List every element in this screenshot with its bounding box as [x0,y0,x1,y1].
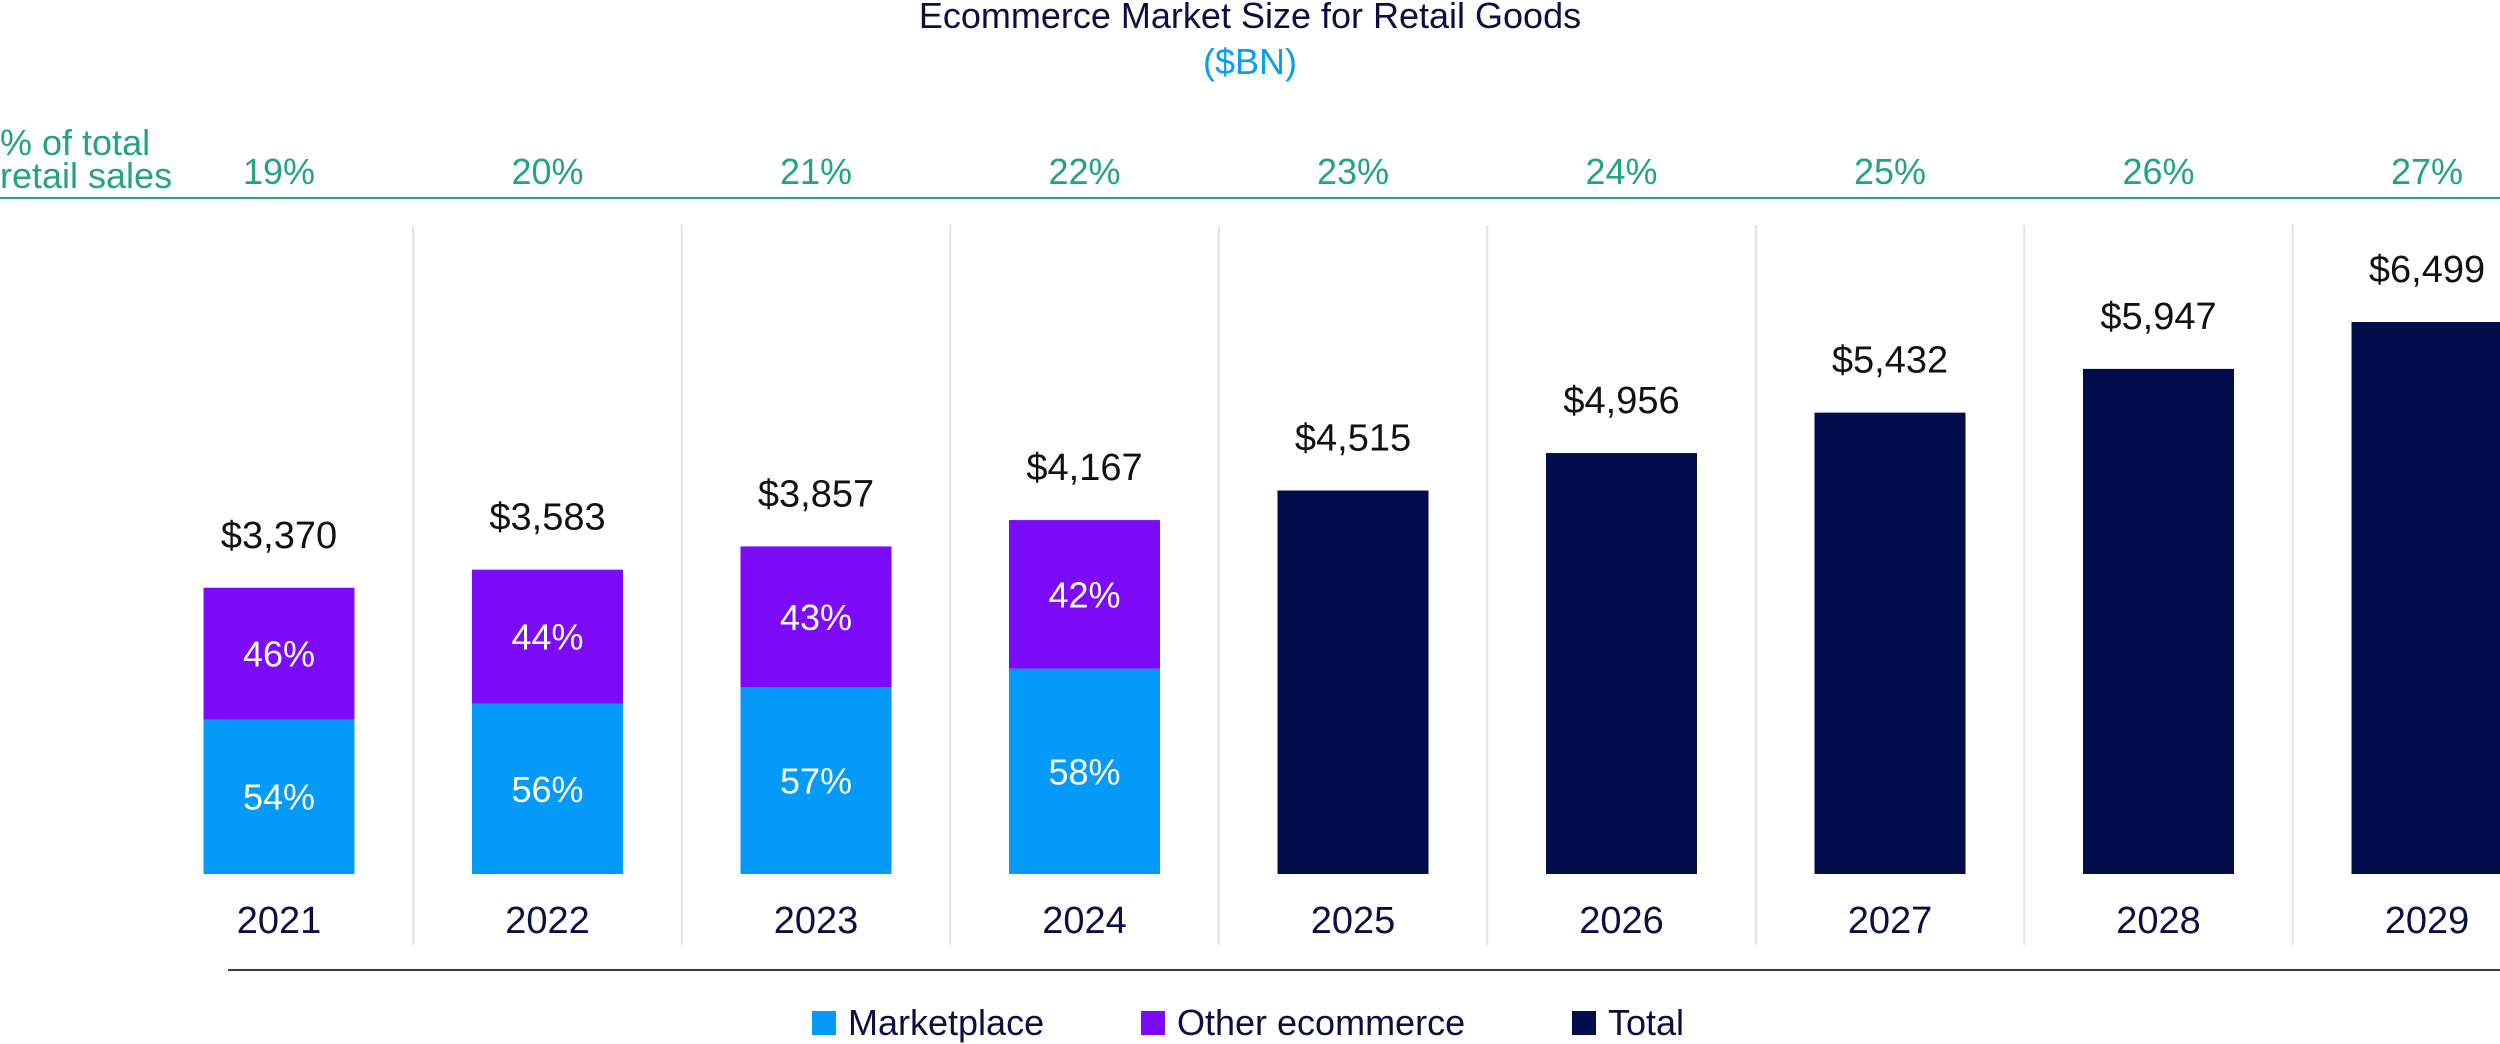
bar-total-value-label: $3,370 [221,515,337,557]
bar-total [1814,412,1966,874]
bar-total-value-label: $3,583 [489,497,605,539]
bar-marketplace [1009,668,1160,874]
chart-subtitle: ($BN) [1203,41,1297,82]
bar-total-value-label: $6,499 [2369,249,2485,291]
other-ecommerce-share-label: 46% [243,634,315,675]
bar-other-ecommerce [472,569,623,704]
legend: Marketplace Other ecommerce Total [0,1002,2500,1043]
pct-total-retail-label: 19% [243,151,315,192]
marketplace-share-label: 54% [243,777,315,818]
bar-total [1546,453,1697,874]
bar-total-value-label: $4,515 [1295,418,1411,460]
ecommerce-market-chart: Ecommerce Market Size for Retail Goods (… [0,0,2500,971]
pct-total-retail-label: 23% [1317,151,1389,192]
row-label-line2: retail sales [0,155,172,196]
legend-item-marketplace: Marketplace [812,1002,1045,1043]
x-tick-label: 2021 [237,900,322,942]
legend-swatch-other-ecommerce [1141,1011,1165,1035]
legend-label-other-ecommerce: Other ecommerce [1177,1002,1466,1043]
x-tick-label: 2029 [2385,900,2470,942]
x-tick-label: 2023 [774,900,859,942]
legend-item-total: Total [1572,1002,1685,1043]
other-ecommerce-share-label: 44% [511,617,583,658]
x-tick-label: 2022 [505,900,590,942]
chart-title: Ecommerce Market Size for Retail Goods [919,0,1581,36]
bar-other-ecommerce [740,546,892,688]
bar-total-value-label: $4,167 [1026,447,1142,489]
pct-total-retail-label: 26% [2122,151,2194,192]
x-tick-label: 2027 [1848,900,1933,942]
pct-total-retail-label: 27% [2391,151,2463,192]
bar-total-value-label: $5,947 [2100,296,2216,338]
pct-total-retail-label: 20% [511,151,583,192]
x-tick-label: 2026 [1579,900,1664,942]
bar-other-ecommerce [1009,520,1160,669]
legend-item-other-ecommerce: Other ecommerce [1141,1002,1466,1043]
legend-swatch-marketplace [812,1011,836,1035]
legend-label-marketplace: Marketplace [848,1002,1045,1043]
bar-marketplace [472,703,623,874]
row-label-line1: % of total [0,122,150,163]
legend-label-total: Total [1608,1002,1685,1043]
bar-total-value-label: $4,956 [1563,380,1679,422]
bar-total [2351,322,2500,874]
marketplace-share-label: 58% [1048,751,1120,792]
pct-total-retail-label: 25% [1854,151,1926,192]
pct-total-retail-label: 22% [1048,151,1120,192]
legend-swatch-total [1572,1011,1596,1035]
marketplace-share-label: 57% [780,761,852,802]
bar-total [1277,490,1429,874]
bar-total-value-label: $5,432 [1832,340,1948,382]
pct-total-retail-label: 21% [780,151,852,192]
other-ecommerce-share-label: 42% [1048,574,1120,615]
bar-marketplace [203,719,355,874]
bar-total-value-label: $3,857 [758,473,874,515]
x-tick-label: 2025 [1311,900,1396,942]
bar-other-ecommerce [203,587,355,720]
marketplace-share-label: 56% [511,769,583,810]
x-tick-label: 2028 [2116,900,2201,942]
bar-total [2083,368,2234,874]
bar-marketplace [740,687,892,874]
pct-total-retail-label: 24% [1585,151,1657,192]
other-ecommerce-share-label: 43% [780,597,852,638]
x-tick-label: 2024 [1042,900,1127,942]
